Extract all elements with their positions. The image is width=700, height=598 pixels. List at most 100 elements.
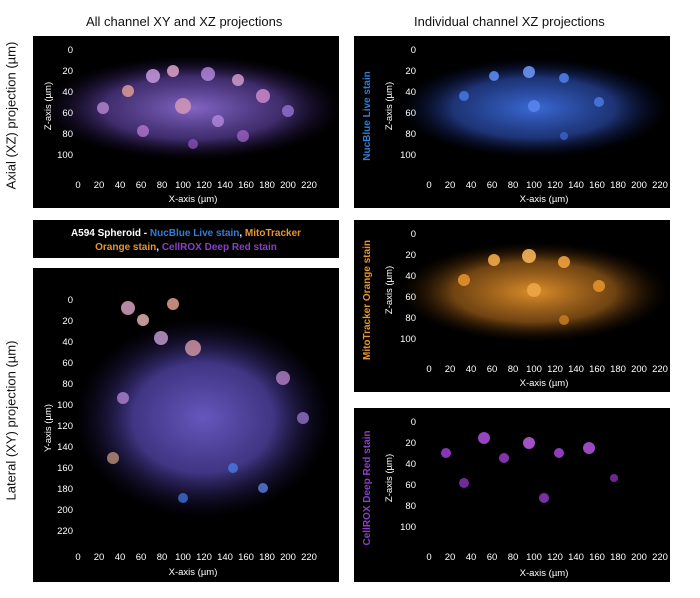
z-tick: 20 <box>405 250 416 261</box>
x-tick: 120 <box>196 180 212 191</box>
x-tick: 60 <box>136 552 147 563</box>
x-tick: 40 <box>466 180 477 191</box>
xz-nucblue-image: 0 20 40 60 80 100 120 140 160 180 200 22… <box>362 45 669 205</box>
lateral-row-title: Lateral (XY) projection (µm) <box>3 340 19 501</box>
x-axis-label: X-axis (µm) <box>520 378 569 389</box>
legend-mitotracker-cont: Orange stain <box>95 242 157 253</box>
xz-nucblue-panel: 0 20 40 60 80 100 120 140 160 180 200 22… <box>354 36 670 208</box>
z-tick: 40 <box>405 87 416 98</box>
x-tick: 20 <box>445 364 456 375</box>
x-tick: 200 <box>631 180 647 191</box>
cell-blobs <box>459 66 604 140</box>
x-tick: 60 <box>487 552 498 563</box>
x-tick: 140 <box>217 552 233 563</box>
x-tick: 40 <box>115 552 126 563</box>
x-tick: 180 <box>259 180 275 191</box>
x-tick: 220 <box>301 180 317 191</box>
legend-separator: , <box>239 228 245 239</box>
x-tick: 20 <box>445 180 456 191</box>
cell-blobs <box>107 298 309 503</box>
x-tick: 120 <box>547 552 563 563</box>
z-tick: 20 <box>405 438 416 449</box>
x-tick: 0 <box>426 552 431 563</box>
channel-label-mitotracker: MitoTracker Orange stain <box>362 240 373 360</box>
y-tick: 40 <box>62 337 73 348</box>
legend-nucblue: NucBlue Live stain <box>149 228 240 239</box>
x-axis-ticks: 0 20 40 60 80 100 120 140 160 180 200 22… <box>426 180 668 191</box>
x-tick: 80 <box>157 552 168 563</box>
x-tick: 140 <box>568 364 584 375</box>
x-axis-ticks: 0 20 40 60 80 100 120 140 160 180 200 22… <box>75 552 317 563</box>
z-axis-ticks: 0 20 40 60 80 100 <box>400 417 416 533</box>
y-tick: 0 <box>68 295 73 306</box>
x-tick: 20 <box>94 552 105 563</box>
x-tick: 200 <box>631 552 647 563</box>
x-tick: 160 <box>238 552 254 563</box>
xy-lateral-image: 0 20 40 60 80 100 120 140 160 180 200 22… <box>43 295 331 578</box>
cell-blobs <box>97 65 294 149</box>
channel-label-cellrox: CellROX Deep Red stain <box>362 430 373 545</box>
x-tick: 120 <box>547 180 563 191</box>
z-tick: 60 <box>405 108 416 119</box>
y-tick: 100 <box>57 400 73 411</box>
x-tick: 140 <box>568 552 584 563</box>
z-axis-ticks: 0 20 40 60 80 100 <box>400 45 416 161</box>
z-axis-ticks: 0 20 40 60 80 100 <box>400 229 416 345</box>
x-tick: 220 <box>301 552 317 563</box>
x-axis-label: X-axis (µm) <box>520 194 569 205</box>
spheroid-body <box>75 318 331 518</box>
x-tick: 100 <box>526 364 542 375</box>
x-tick: 100 <box>526 552 542 563</box>
x-tick: 0 <box>75 552 80 563</box>
x-tick: 180 <box>610 364 626 375</box>
y-tick: 60 <box>62 358 73 369</box>
x-axis-label: X-axis (µm) <box>169 194 218 205</box>
legend-separator: , <box>156 242 162 253</box>
x-tick: 180 <box>610 180 626 191</box>
x-tick: 200 <box>631 364 647 375</box>
x-tick: 60 <box>136 180 147 191</box>
z-tick: 80 <box>405 501 416 512</box>
x-tick: 0 <box>75 180 80 191</box>
x-tick: 120 <box>196 552 212 563</box>
y-tick: 80 <box>62 379 73 390</box>
xz-mitotracker-panel: 0 20 40 60 80 100 120 140 160 180 200 22… <box>354 220 670 392</box>
x-tick: 80 <box>508 364 519 375</box>
z-tick: 100 <box>400 150 416 161</box>
cell-blobs <box>458 249 605 325</box>
y-tick: 180 <box>57 484 73 495</box>
x-tick: 180 <box>259 552 275 563</box>
z-tick: 40 <box>405 271 416 282</box>
x-tick: 220 <box>652 364 668 375</box>
z-tick: 0 <box>68 45 73 56</box>
x-tick: 200 <box>280 180 296 191</box>
spheroid-body <box>43 56 339 160</box>
x-tick: 80 <box>508 180 519 191</box>
x-tick: 60 <box>487 364 498 375</box>
z-tick: 0 <box>411 45 416 56</box>
x-tick: 20 <box>94 180 105 191</box>
cell-blobs <box>441 432 618 503</box>
y-axis-ticks: 0 20 40 60 80 100 120 140 160 180 200 22… <box>57 295 73 537</box>
z-tick: 80 <box>405 129 416 140</box>
left-column-title: All channel XY and XZ projections <box>86 14 283 29</box>
x-tick: 200 <box>280 552 296 563</box>
x-tick: 220 <box>652 552 668 563</box>
legend-prefix: A594 Spheroid - <box>70 228 150 239</box>
legend-cellrox: CellROX Deep Red stain <box>161 242 277 253</box>
x-tick: 100 <box>526 180 542 191</box>
x-axis-ticks: 0 20 40 60 80 100 120 140 160 180 200 22… <box>426 552 668 563</box>
z-tick: 100 <box>57 150 73 161</box>
x-axis-label: X-axis (µm) <box>520 568 569 579</box>
x-tick: 0 <box>426 180 431 191</box>
y-tick: 200 <box>57 505 73 516</box>
x-tick: 160 <box>589 552 605 563</box>
y-axis-label: Y-axis (µm) <box>43 404 54 452</box>
y-tick: 120 <box>57 421 73 432</box>
x-tick: 40 <box>115 180 126 191</box>
x-tick: 100 <box>175 552 191 563</box>
z-tick: 80 <box>62 129 73 140</box>
z-axis-label: Z-axis (µm) <box>384 266 395 314</box>
xz-cellrox-panel: 0 20 40 60 80 100 120 140 160 180 200 22… <box>354 408 670 582</box>
z-tick: 100 <box>400 334 416 345</box>
